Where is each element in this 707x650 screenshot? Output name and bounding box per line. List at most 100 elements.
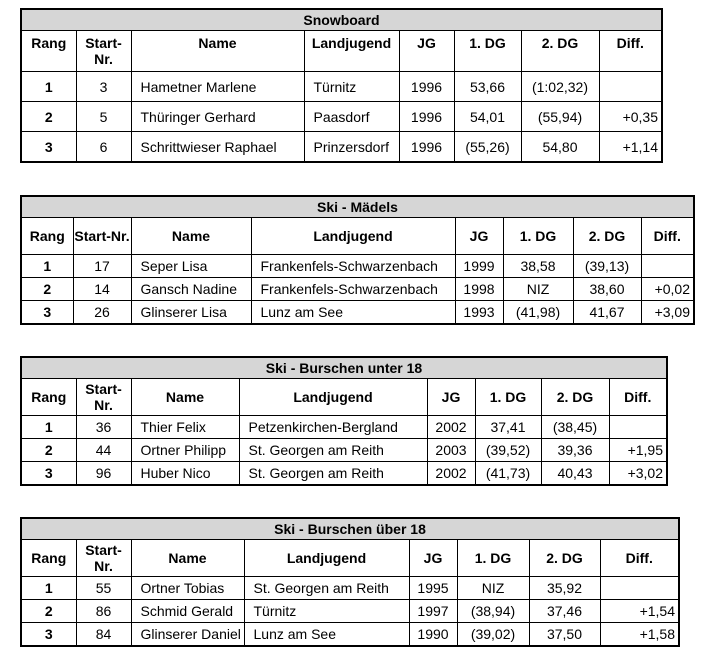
cell: 3 — [75, 71, 132, 102]
cell: 37,41 — [474, 415, 542, 439]
cell: 1998 — [454, 277, 504, 301]
cell: 44 — [75, 438, 132, 462]
cell: 1996 — [398, 131, 455, 163]
cell: 1999 — [454, 254, 504, 278]
column-header: Diff. — [608, 378, 668, 416]
cell: +3,09 — [640, 300, 695, 325]
cell: Huber Nico — [130, 461, 240, 486]
cell: Gansch Nadine — [130, 277, 252, 301]
cell: 6 — [75, 131, 132, 163]
cell: Schrittwieser Raphael — [130, 131, 305, 163]
cell — [599, 576, 680, 600]
cell: St. Georgen am Reith — [238, 461, 428, 486]
cell: 2 — [20, 277, 74, 301]
table-row: 1 3 Hametner Marlene Türnitz 1996 53,66 (1:02,… — [20, 71, 663, 102]
column-header-row: Rang Start-Nr. Name Landjugend JG 1. DG 2. DG D… — [20, 217, 695, 255]
cell: 96 — [75, 461, 132, 486]
table-ski-burschen-unter-18: Ski - Burschen unter 18 Rang Start-Nr. Name… — [20, 356, 668, 486]
cell: 37,46 — [528, 599, 601, 623]
cell: St. Georgen am Reith — [243, 576, 410, 600]
column-header: Landjugend — [243, 539, 410, 577]
column-header-row: Rang Start-Nr. Name Landjugend JG 1. DG 2. DG D… — [20, 378, 668, 416]
cell: 38,60 — [572, 277, 642, 301]
cell: Lunz am See — [243, 622, 410, 647]
table-row: 2 86 Schmid Gerald Türnitz 1997 (38,94) 37,46 +… — [20, 599, 680, 623]
cell: 54,80 — [520, 131, 600, 163]
cell: 2002 — [426, 461, 476, 486]
cell: 84 — [75, 622, 132, 647]
column-header: Rang — [20, 539, 77, 577]
cell: 2002 — [426, 415, 476, 439]
column-header: 2. DG — [528, 539, 601, 577]
cell: 35,92 — [528, 576, 601, 600]
cell: Türnitz — [243, 599, 410, 623]
column-header: Rang — [20, 30, 77, 72]
column-header-row: Rang Start-Nr. Name Landjugend JG 1. DG 2. DG D… — [20, 539, 680, 577]
cell: Schmid Gerald — [130, 599, 245, 623]
cell: (38,45) — [540, 415, 610, 439]
table-title: Ski - Mädels — [20, 195, 695, 218]
cell: +0,02 — [640, 277, 695, 301]
cell: +1,54 — [599, 599, 680, 623]
cell: 1990 — [408, 622, 458, 647]
column-header: Name — [130, 217, 252, 255]
cell: 5 — [75, 101, 132, 132]
table-row: 3 26 Glinserer Lisa Lunz am See 1993 (41,98) 4… — [20, 300, 695, 325]
cell: +1,58 — [599, 622, 680, 647]
table-row: 2 14 Gansch Nadine Frankenfels-Schwarzenbac… — [20, 277, 695, 301]
table-row: 2 44 Ortner Philipp St. Georgen am Reith 200… — [20, 438, 668, 462]
table-row: 3 84 Glinserer Daniel Lunz am See 1990 (39,02… — [20, 622, 680, 647]
cell: (39,13) — [572, 254, 642, 278]
cell: 1993 — [454, 300, 504, 325]
cell: Ortner Tobias — [130, 576, 245, 600]
cell: 2 — [20, 599, 77, 623]
cell: Prinzersdorf — [303, 131, 400, 163]
cell — [608, 415, 668, 439]
column-header: Start-Nr. — [75, 30, 132, 72]
column-header: 2. DG — [572, 217, 642, 255]
cell: 53,66 — [453, 71, 522, 102]
cell: +1,14 — [598, 131, 663, 163]
cell: 1 — [20, 576, 77, 600]
column-header: 2. DG — [540, 378, 610, 416]
column-header: Name — [130, 378, 240, 416]
cell: 55 — [75, 576, 132, 600]
cell: Thier Felix — [130, 415, 240, 439]
table-row: 1 36 Thier Felix Petzenkirchen-Bergland 2002… — [20, 415, 668, 439]
cell: (41,98) — [502, 300, 574, 325]
table-title-row: Ski - Burschen unter 18 — [20, 356, 668, 379]
column-header: Rang — [20, 378, 77, 416]
cell: Ortner Philipp — [130, 438, 240, 462]
table-row: 3 96 Huber Nico St. Georgen am Reith 2002 (41… — [20, 461, 668, 486]
cell: 3 — [20, 461, 77, 486]
column-header: Diff. — [599, 539, 680, 577]
cell: 3 — [20, 300, 74, 325]
cell: (39,02) — [456, 622, 530, 647]
table-row: 1 55 Ortner Tobias St. Georgen am Reith 1995… — [20, 576, 680, 600]
column-header: 1. DG — [502, 217, 574, 255]
column-header: JG — [408, 539, 458, 577]
cell: 1996 — [398, 71, 455, 102]
cell: Hametner Marlene — [130, 71, 305, 102]
table-title: Ski - Burschen über 18 — [20, 517, 680, 540]
cell: St. Georgen am Reith — [238, 438, 428, 462]
cell: Glinserer Daniel — [130, 622, 245, 647]
table-row: 3 6 Schrittwieser Raphael Prinzersdorf 1996(… — [20, 131, 663, 163]
cell: Thüringer Gerhard — [130, 101, 305, 132]
cell: 86 — [75, 599, 132, 623]
cell: 2 — [20, 438, 77, 462]
column-header: JG — [398, 30, 455, 72]
cell: Petzenkirchen-Bergland — [238, 415, 428, 439]
cell: NIZ — [502, 277, 574, 301]
column-header: Rang — [20, 217, 74, 255]
cell: 1997 — [408, 599, 458, 623]
cell: (38,94) — [456, 599, 530, 623]
column-header: Diff. — [640, 217, 695, 255]
cell: (41,73) — [474, 461, 542, 486]
cell: (39,52) — [474, 438, 542, 462]
column-header: 1. DG — [453, 30, 522, 72]
cell: 41,67 — [572, 300, 642, 325]
cell: 2003 — [426, 438, 476, 462]
table-title-row: Snowboard — [20, 8, 663, 31]
